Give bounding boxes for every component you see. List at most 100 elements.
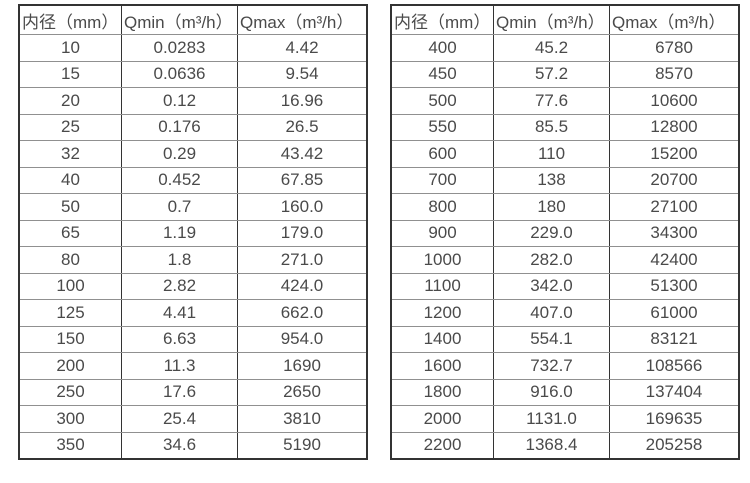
- table-row: 125 4.41 662.0: [18, 299, 368, 327]
- table-cell: 1800: [390, 378, 494, 406]
- table-row: 2200 1368.4 205258: [390, 431, 740, 460]
- table-cell: 282.0: [493, 246, 610, 274]
- table-cell: 8570: [609, 60, 740, 88]
- table-cell: 17.6: [121, 378, 238, 406]
- table-cell: 2650: [237, 378, 368, 406]
- table-cell: 400: [390, 34, 494, 62]
- table-cell: 9.54: [237, 60, 368, 88]
- table-cell: 138: [493, 166, 610, 194]
- table-cell: 0.0283: [121, 34, 238, 62]
- table-cell: 110: [493, 140, 610, 168]
- table-cell: 200: [18, 352, 122, 380]
- header-row: 内径（mm） Qmin（m³/h） Qmax（m³/h）: [390, 4, 740, 35]
- table-row: 2000 1131.0 169635: [390, 405, 740, 433]
- table-row: 250 17.6 2650: [18, 378, 368, 406]
- table-cell: 450: [390, 60, 494, 88]
- table-cell: 424.0: [237, 272, 368, 300]
- column-header: 内径（mm）: [390, 4, 494, 35]
- table-row: 800 180 27100: [390, 193, 740, 221]
- table-cell: 85.5: [493, 113, 610, 141]
- table-cell: 1200: [390, 299, 494, 327]
- table-cell: 45.2: [493, 34, 610, 62]
- table-cell: 20700: [609, 166, 740, 194]
- column-header: Qmin（m³/h）: [493, 4, 610, 35]
- table-cell: 229.0: [493, 219, 610, 247]
- table-cell: 1400: [390, 325, 494, 353]
- table-row: 1400 554.1 83121: [390, 325, 740, 353]
- table-cell: 108566: [609, 352, 740, 380]
- table-cell: 80: [18, 246, 122, 274]
- table-cell: 1600: [390, 352, 494, 380]
- table-row: 350 34.6 5190: [18, 431, 368, 460]
- table-row: 25 0.176 26.5: [18, 113, 368, 141]
- table-cell: 554.1: [493, 325, 610, 353]
- table-cell: 0.176: [121, 113, 238, 141]
- table-cell: 2000: [390, 405, 494, 433]
- table-cell: 1.19: [121, 219, 238, 247]
- table-cell: 300: [18, 405, 122, 433]
- table-row: 40 0.452 67.85: [18, 166, 368, 194]
- table-cell: 6.63: [121, 325, 238, 353]
- table-cell: 250: [18, 378, 122, 406]
- table-cell: 57.2: [493, 60, 610, 88]
- table-cell: 1131.0: [493, 405, 610, 433]
- table-row: 300 25.4 3810: [18, 405, 368, 433]
- table-cell: 350: [18, 431, 122, 460]
- table-cell: 0.12: [121, 87, 238, 115]
- table-row: 15 0.0636 9.54: [18, 60, 368, 88]
- table-cell: 732.7: [493, 352, 610, 380]
- table-cell: 500: [390, 87, 494, 115]
- table-cell: 16.96: [237, 87, 368, 115]
- table-cell: 4.42: [237, 34, 368, 62]
- table-row: 450 57.2 8570: [390, 60, 740, 88]
- table-row: 1600 732.7 108566: [390, 352, 740, 380]
- table-cell: 137404: [609, 378, 740, 406]
- table-cell: 1.8: [121, 246, 238, 274]
- table-row: 900 229.0 34300: [390, 219, 740, 247]
- column-header: Qmax（m³/h）: [237, 4, 368, 35]
- table-row: 100 2.82 424.0: [18, 272, 368, 300]
- table-cell: 407.0: [493, 299, 610, 327]
- table-cell: 160.0: [237, 193, 368, 221]
- table-row: 400 45.2 6780: [390, 34, 740, 62]
- table-cell: 1368.4: [493, 431, 610, 460]
- table-cell: 15: [18, 60, 122, 88]
- table-row: 550 85.5 12800: [390, 113, 740, 141]
- table-cell: 20: [18, 87, 122, 115]
- table-row: 65 1.19 179.0: [18, 219, 368, 247]
- table-row: 600 110 15200: [390, 140, 740, 168]
- table-cell: 26.5: [237, 113, 368, 141]
- table-cell: 550: [390, 113, 494, 141]
- table-row: 32 0.29 43.42: [18, 140, 368, 168]
- table-cell: 0.0636: [121, 60, 238, 88]
- table-row: 80 1.8 271.0: [18, 246, 368, 274]
- table-cell: 125: [18, 299, 122, 327]
- table-cell: 2.82: [121, 272, 238, 300]
- table-cell: 3810: [237, 405, 368, 433]
- table-row: 150 6.63 954.0: [18, 325, 368, 353]
- table-cell: 1100: [390, 272, 494, 300]
- table-cell: 150: [18, 325, 122, 353]
- table-row: 50 0.7 160.0: [18, 193, 368, 221]
- table-cell: 83121: [609, 325, 740, 353]
- table-cell: 34300: [609, 219, 740, 247]
- table-cell: 800: [390, 193, 494, 221]
- table-cell: 916.0: [493, 378, 610, 406]
- table-cell: 0.7: [121, 193, 238, 221]
- table-cell: 100: [18, 272, 122, 300]
- table-cell: 600: [390, 140, 494, 168]
- table-cell: 180: [493, 193, 610, 221]
- table-cell: 0.452: [121, 166, 238, 194]
- table-row: 1800 916.0 137404: [390, 378, 740, 406]
- table-cell: 27100: [609, 193, 740, 221]
- table-row: 200 11.3 1690: [18, 352, 368, 380]
- table-cell: 34.6: [121, 431, 238, 460]
- table-cell: 1690: [237, 352, 368, 380]
- flow-table-small-diameters: 内径（mm） Qmin（m³/h） Qmax（m³/h） 10 0.0283 4.42 15…: [18, 4, 368, 460]
- table-cell: 6780: [609, 34, 740, 62]
- table-row: 1200 407.0 61000: [390, 299, 740, 327]
- table-cell: 77.6: [493, 87, 610, 115]
- table-cell: 700: [390, 166, 494, 194]
- table-cell: 179.0: [237, 219, 368, 247]
